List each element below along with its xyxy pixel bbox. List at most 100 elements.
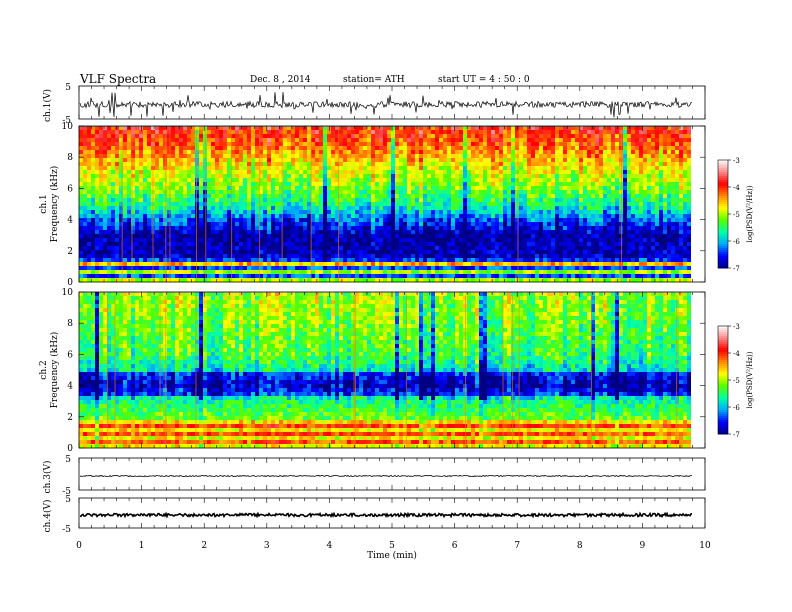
spectrogram-cell [111,198,115,202]
spectrogram-cell [611,194,615,198]
spectrogram-cell [299,162,303,166]
spectrogram-cell [119,150,123,154]
spectrogram-cell [295,242,299,246]
spectrogram-cell [515,190,519,194]
spectrogram-cell [419,234,423,238]
spectrogram-cell [651,218,655,222]
spectrogram-cell [423,250,427,254]
spectrogram-cell [611,234,615,238]
spectrogram-cell [111,146,115,150]
spectrogram-cell [79,246,83,250]
spectrogram-cell [143,154,147,158]
spectrogram-cell [79,174,83,178]
spectrogram-cell [515,162,519,166]
spectrogram-cell [507,202,511,206]
spectrogram-cell [279,130,283,134]
spectrogram-cell [371,162,375,166]
spectrogram-cell [131,146,135,150]
spectrogram-cell [667,138,671,142]
spectrogram-cell [567,218,571,222]
spectrogram-cell [247,226,251,230]
spectrogram-cell [247,186,251,190]
spectrogram-cell [451,242,455,246]
spectrogram-cell [199,246,203,250]
spectrogram-cell [295,130,299,134]
spectrogram-cell [83,174,87,178]
spectrogram-cell [155,218,159,222]
spectrogram-cell [447,206,451,210]
spectrogram-cell [507,170,511,174]
spectrogram-cell [199,134,203,138]
spectrogram-cell [375,250,379,254]
spectrogram-cell [499,222,503,226]
spectrogram-cell [399,230,403,234]
spectrogram-cell [391,214,395,218]
spectrogram-cell [159,130,163,134]
spectrogram-cell [343,226,347,230]
spectrogram-cell [287,198,291,202]
spectrogram-cell [291,226,295,230]
spectrogram-cell [167,218,171,222]
spectrogram-cell [419,182,423,186]
spectrogram-cell [143,130,147,134]
spectrogram-cell [587,154,591,158]
spectrogram-cell [339,178,343,182]
spectrogram-cell [531,210,535,214]
spectrogram-cell [171,130,175,134]
spectrogram-cell [683,206,687,210]
spectrogram-cell [407,250,411,254]
spectrogram-cell [247,142,251,146]
spectrogram-cell [363,210,367,214]
spectrogram-cell [83,210,87,214]
spectrogram-cell [675,130,679,134]
spectrogram-cell [79,210,83,214]
spectrogram-cell [331,138,335,142]
spectrogram-cell [87,222,91,226]
spectrogram-cell [363,198,367,202]
spectrogram-cell [335,198,339,202]
spectrogram-cell [435,246,439,250]
spectrogram-cell [359,162,363,166]
spectrogram-cell [687,158,691,162]
spectrogram-cell [315,206,319,210]
spectrogram-cell [635,162,639,166]
spectrogram-cell [459,150,463,154]
spectrogram-cell [287,134,291,138]
spectrogram-cell [675,246,679,250]
spectrogram-cell [683,134,687,138]
spectrogram-cell [515,138,519,142]
spectrogram-cell [451,182,455,186]
spectrogram-cell [183,190,187,194]
spectrogram-cell [655,142,659,146]
spectrogram-cell [231,158,235,162]
spectrogram-cell [187,242,191,246]
spectrogram-cell [663,218,667,222]
spectrogram-cell [403,206,407,210]
spectrogram-cell [371,242,375,246]
spectrogram-cell [431,142,435,146]
spectrogram-cell [507,226,511,230]
spectrogram-cell [451,214,455,218]
spectrogram-cell [127,178,131,182]
spectrogram-cell [259,222,263,226]
spectrogram-cell [327,154,331,158]
spectrogram-cell [307,206,311,210]
spectrogram-cell [527,222,531,226]
spectrogram-cell [407,198,411,202]
spectrogram-cell [335,130,339,134]
spectrogram-cell [495,166,499,170]
spectrogram-cell [527,234,531,238]
spectrogram-cell [563,206,567,210]
spectrogram-cell [511,250,515,254]
spectrogram-cell [375,230,379,234]
spectrogram-cell [99,226,103,230]
spectrogram-cell [379,242,383,246]
spectrogram-cell [595,142,599,146]
spectrogram-cell [103,206,107,210]
spectrogram-cell [111,254,115,258]
spectrogram-cell [443,210,447,214]
spectrogram-cell [175,182,179,186]
spectrogram-cell [575,146,579,150]
spectrogram-cell [195,126,199,130]
spectrogram-cell [559,230,563,234]
